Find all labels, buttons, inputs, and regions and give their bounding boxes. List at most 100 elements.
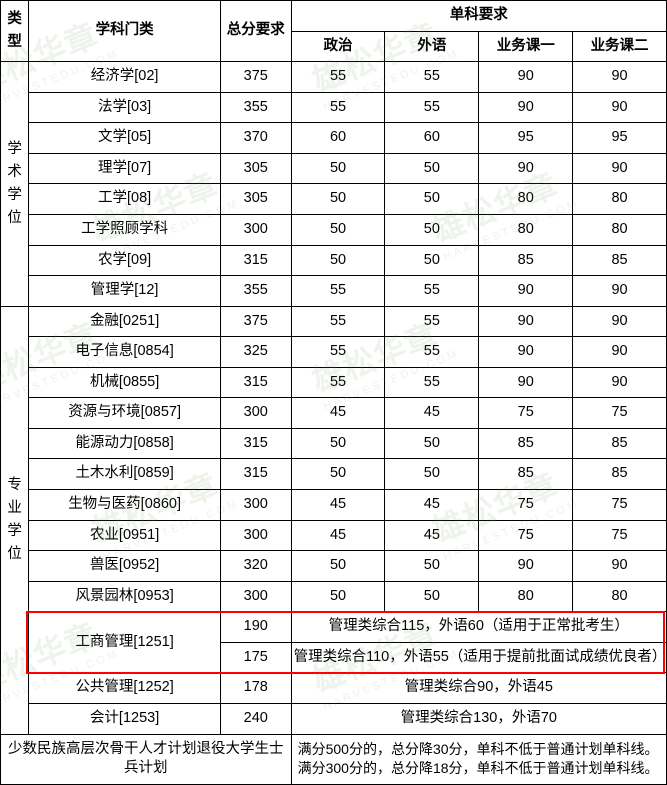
- cell-s1: 55: [291, 337, 385, 368]
- cell-subject: 土木水利[0859]: [29, 459, 221, 490]
- cell-s1: 50: [291, 184, 385, 215]
- cell-s2: 50: [385, 428, 479, 459]
- cell-s3: 80: [479, 184, 573, 215]
- table-footer-row: 少数民族高层次骨干人才计划退役大学生士兵计划 满分500分的，总分降30分，单科…: [1, 734, 667, 784]
- cell-s3: 90: [479, 306, 573, 337]
- cell-total: 315: [220, 367, 291, 398]
- cell-s1: 55: [291, 367, 385, 398]
- cell-s1: 50: [291, 428, 385, 459]
- cell-s2: 55: [385, 306, 479, 337]
- cell-note: 管理类综合110，外语55（适用于提前批面试成绩优良者）: [291, 642, 666, 673]
- header-sub2: 外语: [385, 31, 479, 62]
- table-row: 专业学位 金融[0251] 375 55 55 90 90: [1, 306, 667, 337]
- cell-s4: 90: [573, 62, 667, 93]
- cell-s1: 55: [291, 276, 385, 307]
- table-row: 法学[03]35555559090: [1, 92, 667, 123]
- cell-subject: 兽医[0952]: [29, 551, 221, 582]
- header-subject: 学科门类: [29, 1, 221, 62]
- cell-subject: 法学[03]: [29, 92, 221, 123]
- cell-s2: 50: [385, 459, 479, 490]
- cell-s4: 85: [573, 245, 667, 276]
- table-row: 风景园林[0953]30050508080: [1, 581, 667, 612]
- cell-s2: 50: [385, 184, 479, 215]
- cell-s4: 75: [573, 490, 667, 521]
- cell-s4: 90: [573, 153, 667, 184]
- cell-total: 355: [220, 92, 291, 123]
- cell-s1: 50: [291, 459, 385, 490]
- cell-s1: 50: [291, 214, 385, 245]
- cell-subject: 机械[0855]: [29, 367, 221, 398]
- cell-s2: 45: [385, 398, 479, 429]
- cell-total: 320: [220, 551, 291, 582]
- table-row: 管理学[12]35555559090: [1, 276, 667, 307]
- table-row: 工学照顾学科30050508080: [1, 214, 667, 245]
- cell-s2: 50: [385, 245, 479, 276]
- cell-subject: 农学[09]: [29, 245, 221, 276]
- cell-subject: 工学[08]: [29, 184, 221, 215]
- cell-s2: 55: [385, 62, 479, 93]
- cell-note: 管理类综合130，外语70: [291, 703, 666, 734]
- cell-s1: 55: [291, 62, 385, 93]
- cell-subject: 农业[0951]: [29, 520, 221, 551]
- cell-s3: 90: [479, 92, 573, 123]
- cell-s1: 45: [291, 398, 385, 429]
- cell-s1: 45: [291, 520, 385, 551]
- cell-subject: 经济学[02]: [29, 62, 221, 93]
- score-table: 类型 学科门类 总分要求 单科要求 政治 外语 业务课一 业务课二 学术学位 经…: [0, 0, 667, 785]
- cell-total: 175: [220, 642, 291, 673]
- group-label-academic: 学术学位: [1, 62, 29, 307]
- cell-s4: 90: [573, 551, 667, 582]
- cell-s3: 80: [479, 214, 573, 245]
- cell-total: 370: [220, 123, 291, 154]
- cell-s3: 90: [479, 153, 573, 184]
- cell-s4: 90: [573, 337, 667, 368]
- cell-note: 管理类综合115，外语60（适用于正常批考生）: [291, 612, 666, 643]
- cell-s2: 55: [385, 337, 479, 368]
- cell-s4: 90: [573, 367, 667, 398]
- cell-subject: 理学[07]: [29, 153, 221, 184]
- cell-subject: 工学照顾学科: [29, 214, 221, 245]
- cell-total: 178: [220, 673, 291, 704]
- header-sub3: 业务课一: [479, 31, 573, 62]
- cell-total: 300: [220, 520, 291, 551]
- table-row: 农业[0951]30045457575: [1, 520, 667, 551]
- cell-total: 355: [220, 276, 291, 307]
- cell-subject: 金融[0251]: [29, 306, 221, 337]
- cell-s4: 80: [573, 184, 667, 215]
- table-row: 会计[1253] 240 管理类综合130，外语70: [1, 703, 667, 734]
- table-row: 公共管理[1252] 178 管理类综合90，外语45: [1, 673, 667, 704]
- table-row: 土木水利[0859]31550508585: [1, 459, 667, 490]
- cell-s1: 55: [291, 92, 385, 123]
- header-type: 类型: [1, 1, 29, 62]
- cell-s2: 50: [385, 581, 479, 612]
- footer-left: 少数民族高层次骨干人才计划退役大学生士兵计划: [1, 734, 292, 784]
- cell-subject: 风景园林[0953]: [29, 581, 221, 612]
- table-row: 电子信息[0854]32555559090: [1, 337, 667, 368]
- cell-s3: 95: [479, 123, 573, 154]
- cell-total: 325: [220, 337, 291, 368]
- table-row: 资源与环境[0857]30045457575: [1, 398, 667, 429]
- cell-s3: 75: [479, 520, 573, 551]
- cell-total: 375: [220, 306, 291, 337]
- cell-total: 300: [220, 398, 291, 429]
- cell-s2: 60: [385, 123, 479, 154]
- cell-subject: 能源动力[0858]: [29, 428, 221, 459]
- cell-s2: 50: [385, 153, 479, 184]
- cell-subject: 电子信息[0854]: [29, 337, 221, 368]
- cell-total: 315: [220, 459, 291, 490]
- cell-s2: 45: [385, 520, 479, 551]
- table-row: 农学[09]31550508585: [1, 245, 667, 276]
- cell-s1: 60: [291, 123, 385, 154]
- cell-s3: 85: [479, 428, 573, 459]
- cell-s3: 75: [479, 398, 573, 429]
- header-sub1: 政治: [291, 31, 385, 62]
- cell-subject: 管理学[12]: [29, 276, 221, 307]
- cell-s3: 90: [479, 276, 573, 307]
- cell-s4: 75: [573, 520, 667, 551]
- cell-s3: 90: [479, 367, 573, 398]
- table-row: 文学[05]37060609595: [1, 123, 667, 154]
- cell-s1: 45: [291, 490, 385, 521]
- cell-s3: 75: [479, 490, 573, 521]
- table-header-row: 类型 学科门类 总分要求 单科要求: [1, 1, 667, 32]
- cell-s4: 80: [573, 214, 667, 245]
